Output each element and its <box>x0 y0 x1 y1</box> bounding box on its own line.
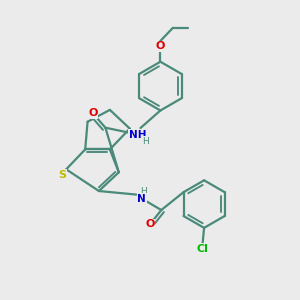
Text: O: O <box>145 219 155 229</box>
Text: N: N <box>137 194 146 204</box>
Text: H: H <box>140 187 146 196</box>
Text: NH: NH <box>129 130 146 140</box>
Text: S: S <box>58 170 67 180</box>
Text: O: O <box>88 108 98 118</box>
Text: Cl: Cl <box>197 244 208 254</box>
Text: O: O <box>156 41 165 51</box>
Text: H: H <box>142 136 149 146</box>
